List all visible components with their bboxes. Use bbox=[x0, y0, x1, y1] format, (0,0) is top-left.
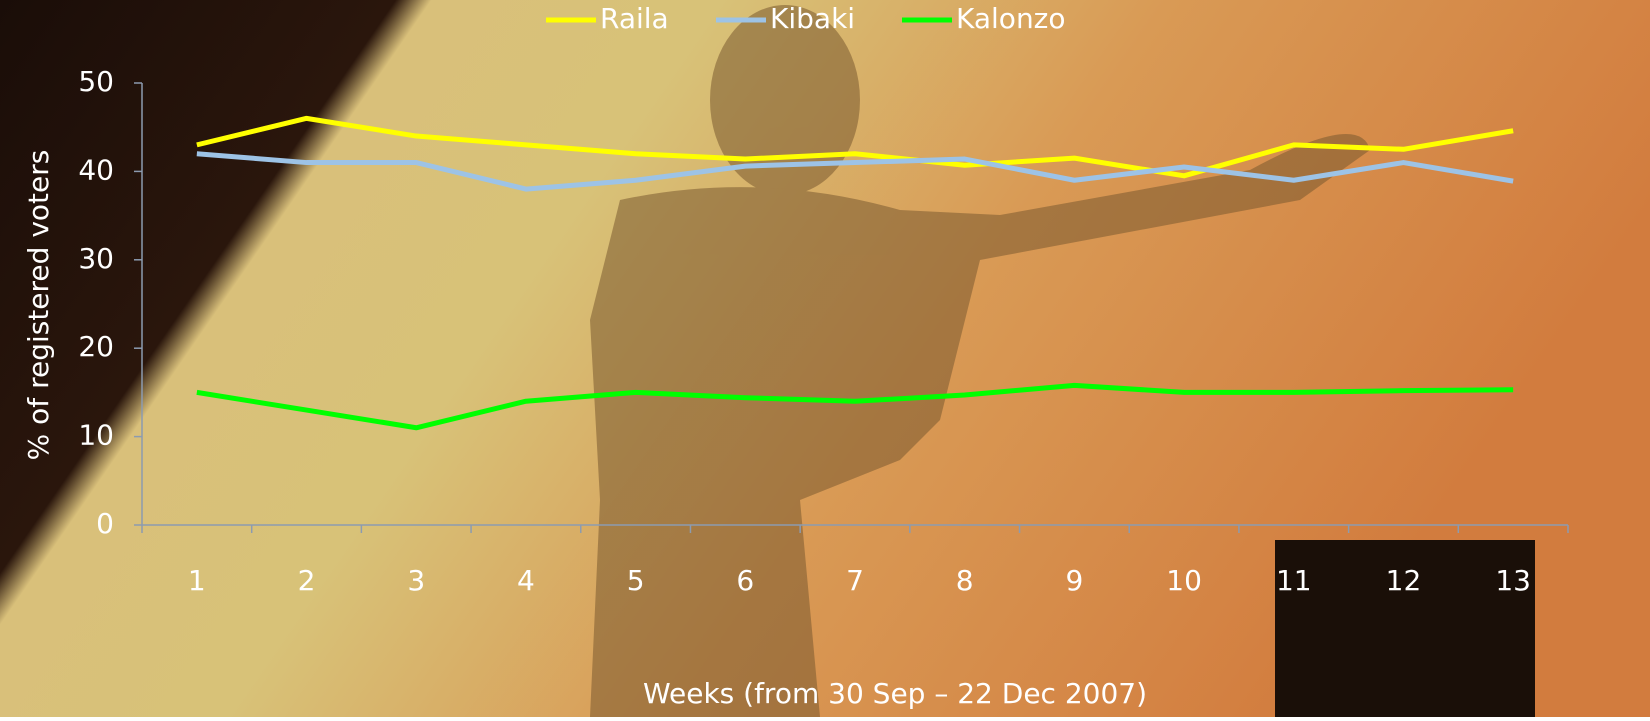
series-line bbox=[196, 382, 1514, 431]
y-tick-label: 30 bbox=[78, 242, 114, 275]
x-tick-label: 7 bbox=[846, 564, 864, 597]
legend-label: Kibaki bbox=[770, 2, 855, 35]
series-line bbox=[196, 151, 1514, 192]
y-tick-label: 20 bbox=[78, 330, 114, 363]
y-tick-label: 50 bbox=[78, 65, 114, 98]
x-tick-label: 3 bbox=[407, 564, 425, 597]
x-tick-label: 13 bbox=[1495, 564, 1531, 597]
x-tick-label: 8 bbox=[956, 564, 974, 597]
boxer-shadow bbox=[590, 5, 1370, 717]
x-tick-label: 2 bbox=[298, 564, 316, 597]
y-tick-label: 10 bbox=[78, 419, 114, 452]
y-axis-label: % of registered voters bbox=[22, 150, 55, 461]
legend: Raila Kibaki Kalonzo bbox=[546, 2, 1066, 35]
y-tick-label: 0 bbox=[96, 507, 114, 540]
legend-label: Raila bbox=[600, 2, 669, 35]
x-tick-label: 6 bbox=[736, 564, 754, 597]
x-tick-label: 11 bbox=[1276, 564, 1312, 597]
x-tick-label: 9 bbox=[1065, 564, 1083, 597]
x-tick-label: 12 bbox=[1386, 564, 1422, 597]
x-tick-label: 4 bbox=[517, 564, 535, 597]
x-tick-label: 1 bbox=[188, 564, 206, 597]
x-tick-label: 5 bbox=[627, 564, 645, 597]
x-axis-label: Weeks (from 30 Sep – 22 Dec 2007) bbox=[643, 677, 1147, 710]
y-tick-label: 40 bbox=[78, 153, 114, 186]
x-tick-label: 10 bbox=[1166, 564, 1202, 597]
chair bbox=[1275, 540, 1535, 717]
series-line bbox=[196, 115, 1514, 179]
legend-label: Kalonzo bbox=[956, 2, 1066, 35]
